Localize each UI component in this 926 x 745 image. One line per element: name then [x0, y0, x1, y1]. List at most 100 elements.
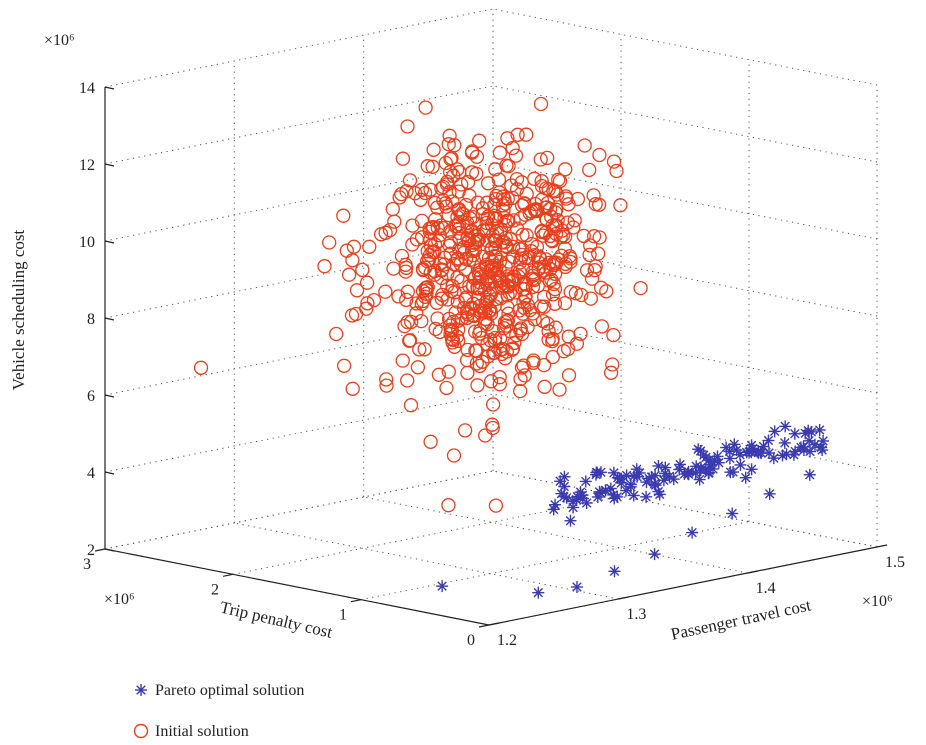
initial-solution-point [415, 283, 431, 299]
pareto-solution-point [591, 490, 604, 503]
initial-solution-point [436, 193, 451, 208]
pareto-solution-point [703, 466, 716, 479]
initial-solution-point [594, 319, 610, 334]
initial-solution-point [420, 159, 435, 174]
initial-solution-point [463, 301, 478, 317]
initial-solution-point [552, 382, 567, 397]
pareto-solution-point [763, 487, 776, 500]
initial-solution-point [475, 354, 490, 369]
initial-solution-point [566, 220, 581, 235]
grid-line [104, 85, 494, 165]
initial-solution-point [534, 192, 550, 208]
x-tick-mark [488, 622, 500, 626]
z-tick-mark [104, 240, 115, 244]
pareto-solution-point [739, 471, 752, 484]
z-axis-multiplier: ×10⁶ [44, 32, 75, 49]
pareto-solution-point [652, 485, 665, 498]
initial-solution-point [556, 344, 571, 359]
initial-solution-point [427, 267, 442, 282]
initial-solution-point [445, 332, 461, 347]
initial-solution-point [527, 171, 542, 186]
initial-solution-point [512, 323, 528, 338]
initial-solution-point [606, 327, 621, 343]
initial-solution-point [558, 162, 573, 177]
initial-solution-point [405, 237, 420, 252]
initial-solution-point [536, 289, 552, 305]
initial-solution-point [482, 303, 497, 318]
circle-marker-icon [133, 723, 149, 739]
initial-solution-point [422, 224, 438, 240]
initial-solution-point [524, 236, 539, 252]
initial-solution-point [349, 283, 365, 298]
z-tick-mark [104, 471, 115, 475]
initial-solution-point [605, 357, 620, 372]
initial-solution-point [461, 233, 477, 248]
initial-solution-point [379, 372, 394, 387]
initial-solution-point [366, 292, 382, 308]
initial-solution-point [397, 318, 412, 334]
initial-solution-point [563, 284, 578, 300]
initial-solution-point [574, 287, 589, 303]
initial-solution-point [400, 284, 415, 299]
initial-solution-point [400, 373, 415, 388]
initial-solution-point [541, 324, 556, 339]
initial-solution-point [480, 211, 495, 226]
initial-solution-point [444, 150, 459, 166]
initial-solution-point [584, 271, 600, 286]
initial-solution-point [447, 339, 462, 354]
initial-solution-point [507, 335, 522, 351]
z-tick-mark [104, 86, 115, 90]
grid-line [492, 85, 878, 163]
pareto-solution-point [778, 436, 791, 449]
initial-solution-point [501, 254, 517, 269]
initial-solution-point [527, 312, 542, 327]
initial-solution-point [473, 323, 488, 338]
initial-solution-point [398, 264, 413, 279]
initial-solution-point [441, 498, 456, 513]
pareto-solution-point [693, 473, 706, 486]
initial-solution-point [549, 218, 564, 233]
x-tick-mark [618, 596, 629, 600]
pareto-solution-point [657, 474, 670, 487]
initial-solution-point [582, 247, 597, 263]
initial-solution-point [423, 232, 438, 247]
initial-solution-point [592, 147, 607, 163]
initial-solution-point [525, 306, 540, 321]
initial-solution-point [549, 187, 565, 202]
z-tick-mark [104, 394, 115, 398]
pareto-solution-point [743, 445, 756, 458]
initial-solution-point [470, 234, 485, 249]
pareto-solution-point [608, 565, 621, 578]
initial-solution-point [481, 250, 497, 266]
initial-solution-point [582, 162, 597, 178]
pareto-solution-point [817, 434, 830, 447]
pareto-solution-point [682, 468, 695, 481]
x-tick-label: 1.2 [497, 632, 517, 649]
pareto-solution-point [564, 514, 577, 527]
initial-solution-point [433, 218, 448, 233]
initial-solution-point [446, 314, 461, 330]
initial-solution-point [496, 321, 512, 336]
initial-solution-point [490, 268, 505, 283]
initial-solution-point [441, 364, 456, 379]
initial-solution-point [400, 314, 415, 330]
initial-solution-point [487, 345, 502, 360]
initial-solution-point [538, 200, 553, 215]
initial-solution-point [505, 272, 521, 287]
pareto-solution-point [787, 448, 800, 461]
initial-solution-point [558, 256, 573, 272]
pareto-solution-point [708, 454, 721, 467]
initial-solution-point [547, 296, 563, 311]
pareto-solution-point [734, 458, 747, 471]
initial-solution-point [557, 241, 573, 256]
z-tick-label: 6 [87, 388, 95, 405]
initial-solution-point [459, 251, 474, 267]
initial-solution-point [348, 306, 364, 322]
initial-solution-point [534, 174, 549, 189]
initial-solution-point [445, 279, 460, 294]
z-tick-label: 12 [79, 157, 95, 174]
initial-solution-point [541, 182, 556, 197]
pareto-solution-point [768, 425, 781, 438]
initial-solution-point [506, 239, 521, 255]
